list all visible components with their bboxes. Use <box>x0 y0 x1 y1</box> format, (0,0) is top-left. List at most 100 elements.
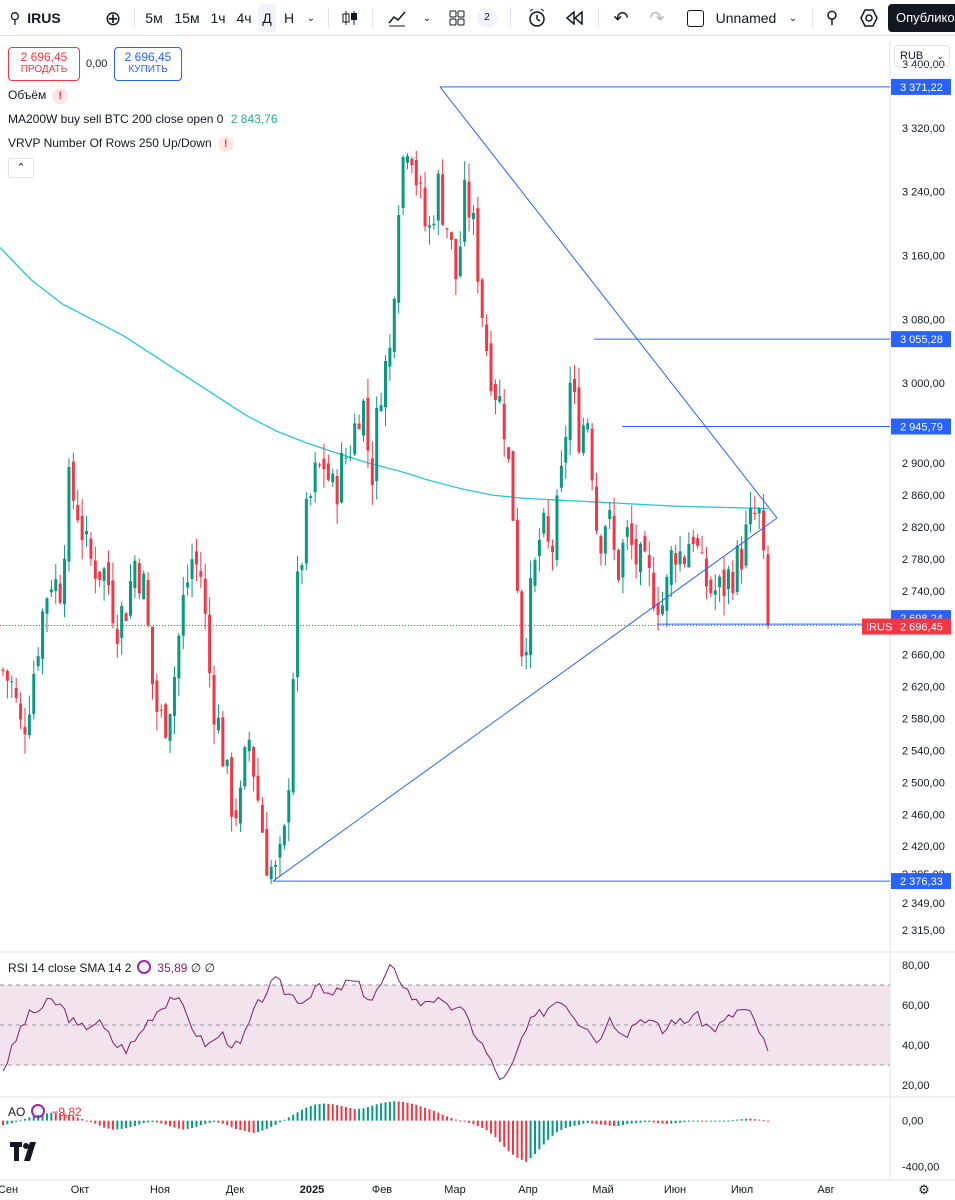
ao-bar <box>424 1107 427 1121</box>
candle-body <box>256 775 260 801</box>
ao-bar <box>107 1120 110 1129</box>
candle-body <box>621 542 625 578</box>
ao-bar <box>309 1106 312 1121</box>
chevron-down-icon[interactable]: ⌄ <box>788 12 798 24</box>
ao-bar <box>63 1114 66 1121</box>
ao-value: −9,82 <box>51 1105 82 1119</box>
ao-bar <box>2 1120 4 1126</box>
chevron-down-icon[interactable]: ⌄ <box>306 12 316 24</box>
ao-bar <box>437 1112 440 1121</box>
candle-body <box>722 569 726 597</box>
quick-search-icon[interactable]: ⚲ <box>825 8 839 27</box>
price-tick: 3 240,00 <box>902 187 945 199</box>
publish-button[interactable]: Опублико <box>888 4 955 32</box>
ao-bar <box>450 1117 453 1121</box>
candle-body <box>146 580 150 626</box>
compare-add-icon[interactable]: ⊕ <box>104 7 122 30</box>
interval-week[interactable]: Н <box>283 10 295 26</box>
ao-legend[interactable]: AO −9,82 <box>8 1104 82 1119</box>
layout-icon[interactable] <box>684 0 706 36</box>
ao-bar <box>138 1120 141 1125</box>
interval-day[interactable]: Д <box>258 4 276 32</box>
candle-body <box>603 526 607 554</box>
candle-type-icon[interactable] <box>338 0 362 36</box>
ao-bar <box>226 1120 229 1126</box>
candle-body <box>357 423 361 430</box>
ao-bar <box>749 1118 752 1121</box>
interval-5m[interactable]: 5м <box>145 10 163 26</box>
ao-bar <box>327 1103 330 1121</box>
alert-icon[interactable] <box>524 0 550 36</box>
ao-bar <box>221 1120 224 1124</box>
collapse-legend-button[interactable]: ⌃ <box>8 158 34 178</box>
price-scale[interactable]: 3 400,00 3 320,00 3 240,00 3 160,00 3 080,00… <box>902 59 945 1174</box>
ao-bar <box>736 1119 739 1121</box>
candle-body <box>529 578 533 656</box>
ao-bar <box>608 1120 611 1126</box>
candle-body <box>120 605 124 638</box>
symbol-name[interactable]: IRUS <box>27 10 61 26</box>
ao-bar <box>520 1120 523 1160</box>
candle-body <box>304 499 308 564</box>
ao-bar <box>28 1117 31 1121</box>
candle-body <box>555 495 559 561</box>
time-tick: 2025 <box>300 1184 324 1196</box>
interval-1h[interactable]: 1ч <box>210 10 226 26</box>
candle-body <box>542 512 546 534</box>
ao-bar <box>630 1120 633 1124</box>
candle-body <box>63 558 67 605</box>
indicators-icon[interactable] <box>384 0 410 36</box>
ao-bar <box>542 1120 545 1145</box>
rsi-legend[interactable]: RSI 14 close SMA 14 2 35,89 ∅ ∅ <box>8 960 215 975</box>
candle-body <box>331 473 335 483</box>
ao-bar <box>727 1120 730 1122</box>
ao-bar <box>362 1108 365 1121</box>
undo-icon[interactable]: ↶ <box>613 7 629 28</box>
data-window-icon[interactable] <box>137 960 152 974</box>
layout-count-badge[interactable]: 2 <box>476 0 498 36</box>
volume-legend[interactable]: Объём! <box>8 88 69 104</box>
candle-body <box>674 553 678 565</box>
time-tick: Мар <box>444 1184 466 1196</box>
redo-icon[interactable]: ↷ <box>649 7 665 28</box>
ao-bar <box>54 1112 57 1121</box>
layout-name[interactable]: Unnamed <box>715 10 777 26</box>
trend-drawings[interactable] <box>0 86 890 882</box>
ao-bar <box>142 1120 145 1124</box>
warning-icon[interactable]: ! <box>217 136 234 152</box>
ao-bar <box>599 1120 602 1125</box>
data-window-icon[interactable] <box>31 1104 46 1118</box>
interval-4h[interactable]: 4ч <box>236 10 252 26</box>
ma-label: MA200W buy sell BTC 200 close open 0 <box>8 112 224 126</box>
ao-bar <box>569 1120 572 1127</box>
layout-grid-icon[interactable] <box>446 0 468 36</box>
sell-button[interactable]: 2 696,45 ПРОДАТЬ <box>8 47 80 81</box>
ao-bar <box>560 1120 563 1130</box>
buy-button[interactable]: 2 696,45 КУПИТЬ <box>114 47 182 81</box>
spread-value: 0,00 <box>86 58 108 70</box>
warning-icon[interactable]: ! <box>52 88 69 104</box>
candle-body <box>740 548 744 570</box>
time-scale[interactable]: Сен Окт Ноя Дек 2025 Фев Мар Апр Май Июн Июл Авг ⚙ <box>0 1182 930 1197</box>
candle-body <box>186 582 190 588</box>
time-tick: Май <box>592 1184 614 1196</box>
search-icon[interactable]: ⚲ <box>9 10 21 27</box>
candle-body <box>375 407 379 482</box>
chevron-down-icon[interactable]: ⌄ <box>422 12 432 24</box>
currency-select[interactable]: RUB ⌄ <box>894 45 950 67</box>
candle-body <box>379 405 383 411</box>
candle-body <box>586 423 590 430</box>
ma-legend[interactable]: MA200W buy sell BTC 200 close open 0 2 8… <box>8 112 278 126</box>
ao-bar <box>81 1119 84 1121</box>
vrvp-legend[interactable]: VRVP Number Of Rows 250 Up/Down! <box>8 136 234 152</box>
candle-body <box>467 181 471 218</box>
replay-icon[interactable] <box>562 0 588 36</box>
ao-bar <box>76 1117 79 1121</box>
rsi-tick: 20,00 <box>902 1080 930 1092</box>
ao-bar <box>41 1113 44 1121</box>
settings-gear-icon[interactable] <box>856 0 882 36</box>
candle-body <box>511 451 515 521</box>
candle-body <box>476 208 480 282</box>
interval-15m[interactable]: 15м <box>174 10 200 26</box>
